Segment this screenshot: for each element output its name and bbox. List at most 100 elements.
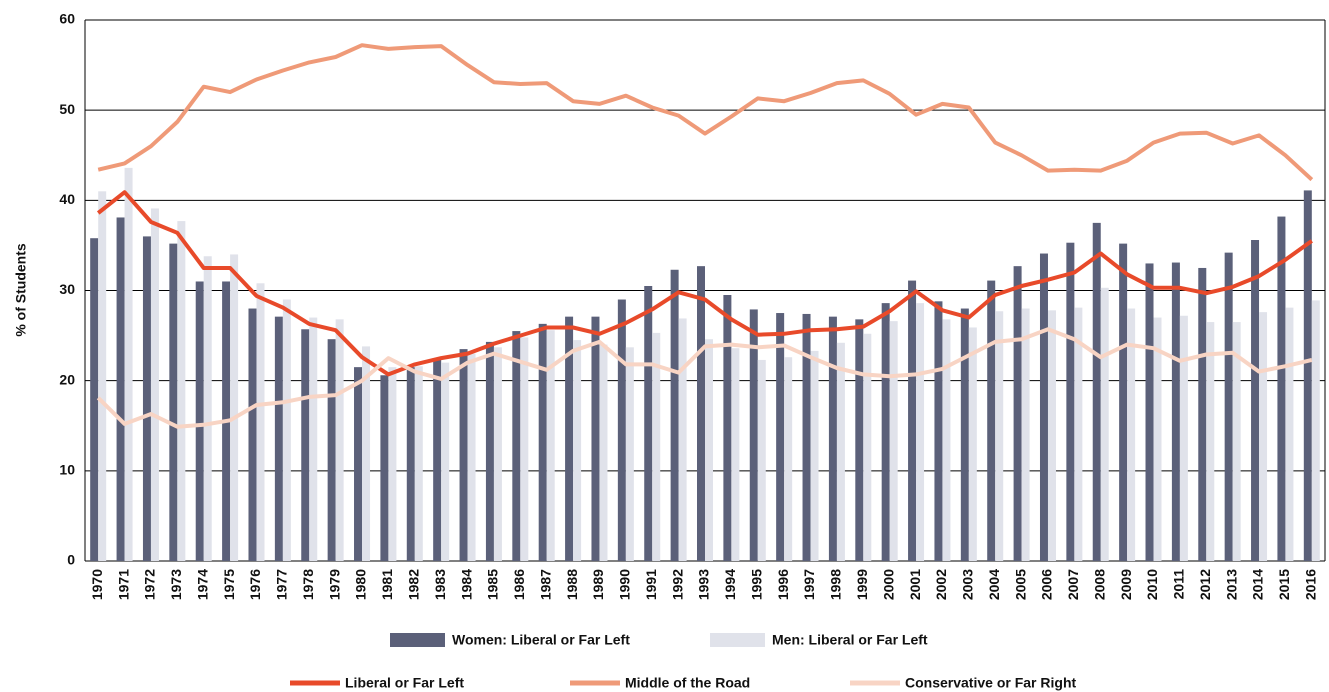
bar [485, 341, 494, 561]
bar [124, 167, 133, 561]
bar [889, 321, 898, 561]
bar [916, 303, 925, 561]
bar [459, 349, 468, 561]
x-tick-label: 1998 [828, 569, 844, 600]
bar [388, 367, 397, 561]
x-tick-label: 2012 [1197, 569, 1213, 600]
bar [1145, 263, 1154, 561]
bar [493, 347, 502, 561]
bar [565, 316, 574, 561]
legend-label: Women: Liberal or Far Left [452, 632, 630, 648]
x-tick-label: 1991 [643, 569, 659, 600]
x-tick-label: 1994 [722, 569, 738, 600]
bar [1259, 312, 1268, 561]
y-tick-label: 60 [59, 11, 75, 27]
bar [282, 299, 291, 561]
x-tick-label: 2002 [933, 569, 949, 600]
x-tick-label: 2007 [1065, 569, 1081, 600]
bar [644, 285, 653, 561]
bar [942, 319, 951, 561]
x-tick-label: 1986 [511, 569, 527, 600]
bar [908, 280, 917, 561]
bar [406, 367, 415, 561]
bar [1066, 242, 1075, 561]
x-tick-label: 2016 [1303, 569, 1319, 600]
x-tick-label: 2015 [1276, 569, 1292, 600]
bar [1074, 307, 1083, 561]
bar [934, 301, 943, 561]
bar [1285, 307, 1294, 561]
bar [1179, 315, 1188, 561]
x-tick-label: 1988 [564, 569, 580, 600]
x-tick-label: 2008 [1091, 569, 1107, 600]
x-tick-label: 1978 [300, 569, 316, 600]
line [96, 190, 1313, 377]
x-tick-label: 1990 [617, 569, 633, 600]
x-tick-label: 1977 [274, 569, 290, 600]
x-tick-label: 1987 [537, 569, 553, 600]
bar [1100, 287, 1109, 561]
x-tick-label: 1971 [115, 569, 131, 600]
x-tick-label: 2000 [880, 569, 896, 600]
bar [414, 366, 423, 561]
legend-label: Liberal or Far Left [345, 675, 464, 691]
x-tick-label: 1975 [221, 569, 237, 600]
x-tick-label: 2001 [907, 569, 923, 600]
bar [652, 332, 661, 561]
bar [960, 308, 969, 561]
bar [441, 362, 450, 561]
legend-label: Men: Liberal or Far Left [772, 632, 928, 648]
bar [987, 280, 996, 561]
legend-label: Middle of the Road [625, 675, 750, 691]
bar [177, 221, 186, 562]
bar [749, 309, 758, 561]
x-tick-label: 2011 [1171, 569, 1187, 600]
bar [1021, 308, 1030, 561]
bar [327, 339, 336, 561]
y-tick-label: 0 [67, 552, 75, 568]
bar [881, 303, 890, 561]
bar [256, 283, 265, 561]
bar [142, 236, 151, 561]
x-tick-label: 1996 [775, 569, 791, 600]
x-tick-label: 2010 [1144, 569, 1160, 600]
bar [1171, 262, 1180, 561]
bar [150, 208, 159, 561]
bar [433, 358, 442, 561]
x-tick-label: 1972 [142, 569, 158, 600]
bar [836, 342, 845, 561]
bar [1277, 216, 1286, 561]
bar [705, 339, 713, 561]
x-tick-label: 1982 [405, 569, 421, 600]
bar [520, 337, 529, 561]
x-tick-label: 1995 [748, 569, 764, 600]
bar [274, 316, 283, 561]
bar [599, 344, 608, 561]
bar [731, 348, 740, 561]
y-tick-label: 50 [59, 101, 75, 117]
bar [784, 357, 793, 561]
legend-swatch [390, 633, 445, 647]
bar [169, 243, 178, 561]
bar [1127, 308, 1136, 561]
x-tick-label: 2006 [1039, 569, 1055, 600]
x-tick-label: 1999 [854, 569, 870, 600]
bar [1303, 190, 1312, 562]
bar [1047, 310, 1056, 561]
x-tick-label: 1983 [432, 569, 448, 600]
x-tick-label: 1974 [194, 569, 210, 600]
bar [362, 346, 371, 561]
x-tick-label: 1980 [353, 569, 369, 600]
x-tick-label: 2013 [1223, 569, 1239, 600]
x-tick-label: 1976 [247, 569, 263, 600]
bar [617, 299, 626, 561]
x-tick-label: 2004 [986, 569, 1002, 600]
bar [1198, 267, 1207, 561]
bar [678, 318, 687, 561]
x-tick-label: 1979 [326, 569, 342, 600]
bar [1153, 317, 1162, 561]
bar [1206, 322, 1215, 561]
bar [354, 367, 363, 561]
